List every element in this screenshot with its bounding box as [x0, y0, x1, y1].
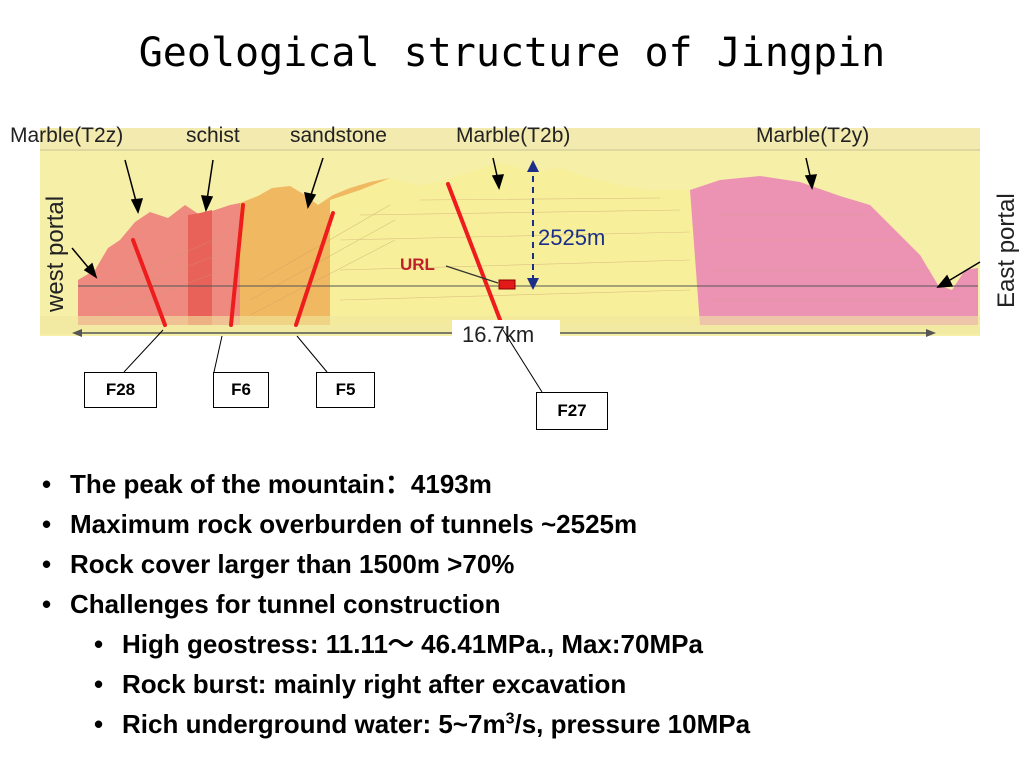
url-label: URL [400, 255, 435, 274]
bullet-challenges: Challenges for tunnel construction [40, 584, 750, 624]
bullet-list: The peak of the mountain：4193m Maximum r… [40, 464, 750, 744]
fault-line-f28 [131, 238, 167, 327]
bullet-rock-cover: Rock cover larger than 1500m >70% [40, 544, 750, 584]
fault-lines [131, 182, 504, 327]
top-scale-band [40, 128, 980, 150]
water-superscript: 3 [505, 710, 515, 728]
geological-cross-section: 2525m URL Marble(T2z) schist sandstone M… [10, 124, 1020, 393]
bullet-peak: The peak of the mountain：4193m [40, 464, 750, 504]
fault-label-f6: F6 [213, 372, 269, 408]
fault-line-f6 [229, 203, 245, 327]
label-sandstone: sandstone [290, 124, 387, 147]
bullet-underground-water: Rich underground water: 5~7m3/s, pressur… [92, 704, 750, 744]
label-marble-t2y: Marble(T2y) [756, 124, 869, 147]
label-schist: schist [186, 124, 240, 147]
length-label: 16.7km [462, 322, 534, 347]
fault-label-f5: F5 [316, 372, 375, 408]
bullet-overburden: Maximum rock overburden of tunnels ~2525… [40, 504, 750, 544]
marble-t2b-layer [330, 162, 700, 325]
fault-line-f27 [446, 182, 504, 327]
fault-line-f5 [294, 211, 335, 327]
schist-layer [188, 210, 212, 325]
overburden-label: 2525m [538, 225, 605, 250]
page-title: Geological structure of Jingpin [138, 30, 886, 76]
marble-t2y-layer [690, 176, 978, 325]
label-arrows [71, 157, 981, 288]
water-text-after: /s, pressure 10MPa [514, 709, 751, 739]
water-text-before: Rich underground water: 5~7m [122, 709, 506, 739]
west-portal-label: west portal [42, 196, 69, 313]
east-portal-label: East portal [993, 193, 1020, 308]
url-marker [498, 279, 516, 290]
bullet-rock-burst: Rock burst: mainly right after excavatio… [92, 664, 750, 704]
fault-callout-leaders [123, 329, 543, 393]
fault-label-f27: F27 [536, 392, 608, 430]
label-marble-t2b: Marble(T2b) [456, 124, 570, 147]
fault-label-f28: F28 [84, 372, 157, 408]
bullet-geostress: High geostress: 11.11～ 46.41MPa., Max:70… [92, 624, 750, 664]
label-marble-t2z: Marble(T2z) [10, 124, 123, 147]
